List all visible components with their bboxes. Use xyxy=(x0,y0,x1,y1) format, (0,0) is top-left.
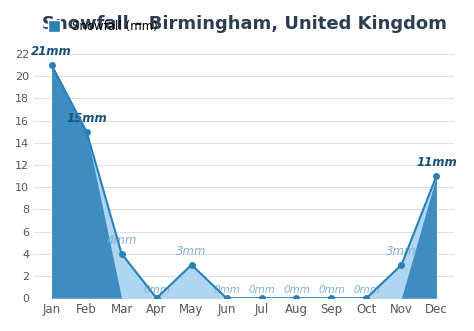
Text: 15mm: 15mm xyxy=(66,112,107,125)
Text: 21mm: 21mm xyxy=(31,45,72,59)
Text: 0mm: 0mm xyxy=(283,285,310,295)
Text: 3mm: 3mm xyxy=(176,245,207,258)
Text: 3mm: 3mm xyxy=(386,245,417,258)
Text: 0mm: 0mm xyxy=(318,285,345,295)
Title: Snowfall - Birmingham, United Kingdom: Snowfall - Birmingham, United Kingdom xyxy=(42,15,447,33)
Text: 0mm: 0mm xyxy=(248,285,275,295)
Text: 0mm: 0mm xyxy=(213,285,240,295)
Legend: Snowfall (mm): Snowfall (mm) xyxy=(40,16,163,38)
Text: 4mm: 4mm xyxy=(106,234,137,247)
Text: 0mm: 0mm xyxy=(143,285,170,295)
Text: 0mm: 0mm xyxy=(353,285,380,295)
Text: 11mm: 11mm xyxy=(416,157,457,169)
